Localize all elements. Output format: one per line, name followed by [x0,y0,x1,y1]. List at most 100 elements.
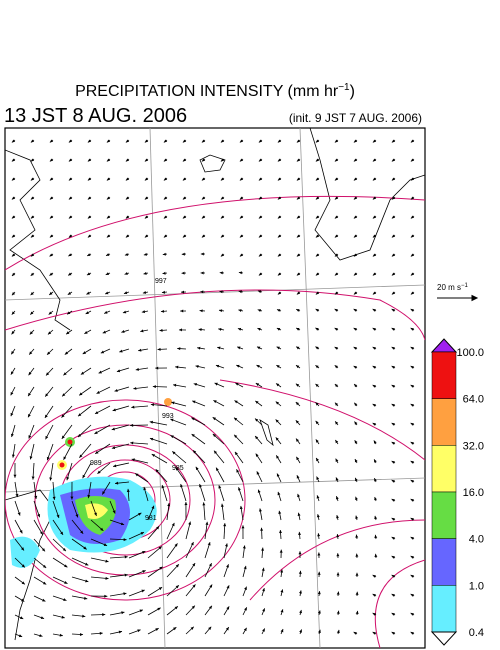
wind-arrow-head [28,392,31,397]
wind-arrow-head [144,139,149,143]
wind-arrow-head [234,434,238,438]
wind-arrow-head [374,478,377,482]
wind-arrow-head [143,271,147,275]
wind-arrow-head [86,291,90,295]
wind-arrow-head [226,585,230,589]
wind-arrow-head [20,547,25,551]
wind-arrow-head [317,571,321,575]
wind-arrow-head [28,414,31,418]
wind-arrow-head [28,371,32,376]
wind-arrow-head [175,365,179,369]
wind-arrow-head [124,573,128,577]
wind-arrow-head [220,177,225,181]
wind-arrow-head [372,593,376,597]
wind-arrow-head [190,542,194,546]
wind-arrow-head [63,372,67,376]
wind-arrow-head [119,349,123,353]
contour-labels: 997 993 989 985 981 [90,278,184,522]
wind-arrow-head [257,327,261,331]
colorbar-segment [431,538,457,586]
wind-arrow-head [372,196,377,200]
wind-arrow-head [391,346,395,350]
wind-arrow-head [216,467,219,471]
wind-arrow-head [316,495,320,499]
wind-arrow-head [335,421,339,425]
wind-arrow-head [142,570,146,573]
wind-arrow-head [278,510,282,515]
wind-arrow-head [201,234,206,238]
wind-arrow-head [11,351,15,355]
wind-arrow-head [374,459,377,463]
wind-arrow-head [334,196,339,200]
wind-arrow-head [141,310,146,314]
wind-arrow-head [30,291,34,296]
wind-arrow-head [336,629,340,634]
wind-arrow-head [151,454,156,457]
wind-arrow-head [170,418,174,422]
wind-arrow-head [40,616,45,620]
wind-arrow-head [94,411,99,414]
wind-arrow-head [155,366,159,370]
wind-arrow-head [258,272,263,276]
wind-arrow-head [87,158,92,162]
wind-arrow-head [52,496,56,500]
wind-arrow-head [87,177,92,181]
wind-arrow-head [295,438,299,442]
wind-arrow-head [242,545,246,549]
wind-arrow-head [28,435,32,439]
wind-arrow-head [201,177,206,181]
wind-arrow-head [149,437,154,441]
wind-arrow-head [410,384,414,388]
wind-arrow-head [243,627,247,632]
wind-arrow-head [298,570,302,574]
wind-arrow-head [279,549,283,553]
wind-arrow-head [391,177,396,181]
wind-arrow-head [353,346,357,350]
wind-arrow-head [66,476,70,481]
wind-arrow-head [30,196,35,200]
wind-arrow-head [372,234,377,238]
wind-arrow-head [237,346,241,350]
wind-arrow-head [112,510,116,514]
wind-arrow-head [220,196,225,200]
wind-arrow-head [354,384,358,388]
wind-arrow-head [158,587,163,591]
title: PRECIPITATION INTENSITY (mm hr−1) [75,82,355,100]
colorbar-label: 0.4 [469,627,484,639]
wind-arrow-head [67,311,71,315]
wind-arrow-head [61,414,65,418]
wind-arrow-head [334,158,339,162]
wind-arrow-head [238,271,243,275]
wind-arrow-head [47,331,52,335]
wind-arrow-head [139,609,143,613]
wind-arrow-head [297,493,301,498]
wind-arrow-head [114,388,118,392]
wind-arrow-head [122,310,127,314]
wind-arrow-head [208,563,212,567]
wind-arrow-head [180,483,183,488]
wind-arrow-head [276,455,280,459]
colorbar-label: 16.0 [463,487,484,499]
contour-label: 997 [155,278,167,285]
wind-arrow-head [315,402,319,406]
wind-arrow-head [238,309,242,313]
wind-arrow-head [410,498,414,502]
wind-arrow-head [94,512,97,516]
wind-arrow-head [102,330,107,334]
wind-arrow-head [192,400,196,404]
wind-arrow-head [315,365,319,369]
wind-arrow-head [218,327,222,331]
wind-arrow-head [220,234,225,238]
wind-arrow-head [125,139,130,143]
wind-arrow-head [258,158,263,162]
wind-arrow-head [95,450,99,454]
wind-arrow-head [175,564,179,568]
wind-arrow-head [192,584,196,588]
wind-arrow-head [199,484,202,488]
wind-arrow-head [11,292,16,296]
wind-arrow-head [201,158,206,162]
wind-arrow-head [410,327,414,331]
wind-arrow-head [241,525,245,529]
wind-arrow-head [157,607,161,611]
